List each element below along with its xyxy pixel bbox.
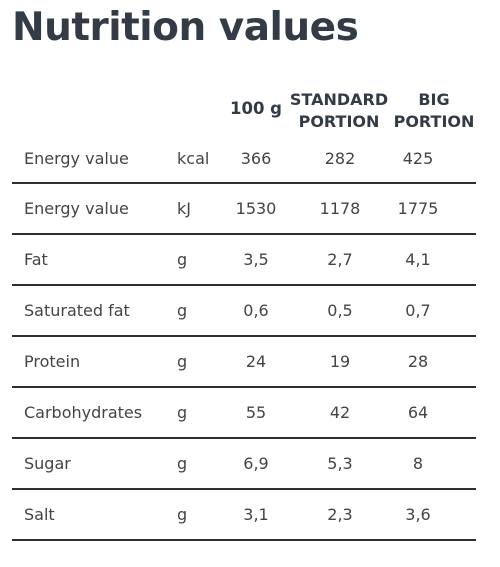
table-row-fat: Fat g 3,5 2,7 4,1: [12, 235, 476, 286]
value-big-portion: 1775: [397, 199, 439, 218]
value-standard-portion: 2,3: [327, 505, 353, 524]
value-big-portion: 8: [412, 454, 424, 473]
value-big-portion: 64: [407, 403, 429, 422]
value-100g: 366: [240, 148, 272, 168]
table-row-protein: Protein g 24 19 28: [12, 337, 476, 388]
column-header-standard-line1: STANDARD: [289, 90, 389, 109]
nutrient-name: Energy value: [24, 148, 129, 168]
value-big-portion: 3,6: [405, 505, 431, 524]
nutrient-unit: kJ: [177, 199, 191, 218]
column-header-standard-portion: STANDARD PORTION: [284, 88, 394, 134]
nutrient-name: Salt: [24, 505, 55, 524]
column-header-big-portion: BIG PORTION: [386, 88, 482, 134]
nutrient-unit: g: [177, 505, 188, 524]
nutrient-unit: g: [177, 250, 188, 269]
value-standard-portion: 282: [324, 148, 356, 168]
value-100g: 0,6: [243, 301, 269, 320]
table-row-energy-kcal: Energy value kcal 366 282 425: [12, 134, 476, 184]
value-standard-portion: 0,5: [327, 301, 353, 320]
column-header-big-line1: BIG: [418, 90, 450, 109]
page-title: Nutrition values: [12, 5, 359, 50]
nutrient-unit: kcal: [177, 148, 210, 168]
value-100g: 3,1: [243, 505, 269, 524]
nutrient-name: Fat: [24, 250, 48, 269]
table-row-energy-kj: Energy value kJ 1530 1178 1775: [12, 184, 476, 235]
value-100g: 6,9: [243, 454, 269, 473]
table-row-carbohydrates: Carbohydrates g 55 42 64: [12, 388, 476, 439]
value-big-portion: 4,1: [405, 250, 431, 269]
column-header-100g: 100 g: [222, 88, 290, 130]
value-big-portion: 0,7: [405, 301, 431, 320]
value-100g: 55: [245, 403, 267, 422]
column-header-standard-line2: PORTION: [298, 112, 380, 131]
nutrient-unit: g: [177, 403, 188, 422]
value-100g: 1530: [235, 199, 277, 218]
nutrient-name: Protein: [24, 352, 81, 371]
table-row-sugar: Sugar g 6,9 5,3 8: [12, 439, 476, 490]
nutrient-unit: g: [177, 301, 188, 320]
table-row-salt: Salt g 3,1 2,3 3,6: [12, 490, 476, 541]
value-standard-portion: 2,7: [327, 250, 353, 269]
nutrient-unit: g: [177, 454, 188, 473]
nutrient-name: Sugar: [24, 454, 71, 473]
nutrition-table: Energy value kcal 366 282 425 Energy val…: [12, 134, 476, 541]
table-row-saturated-fat: Saturated fat g 0,6 0,5 0,7: [12, 286, 476, 337]
value-100g: 24: [245, 352, 267, 371]
nutrient-name: Saturated fat: [24, 301, 130, 320]
column-header-big-line2: PORTION: [393, 112, 475, 131]
nutrient-name: Carbohydrates: [24, 403, 143, 422]
value-standard-portion: 1178: [319, 199, 361, 218]
value-big-portion: 28: [407, 352, 429, 371]
value-standard-portion: 42: [329, 403, 351, 422]
value-standard-portion: 19: [329, 352, 351, 371]
nutrient-unit: g: [177, 352, 188, 371]
value-standard-portion: 5,3: [327, 454, 353, 473]
column-header-100g-label: 100 g: [230, 99, 282, 118]
value-100g: 3,5: [243, 250, 269, 269]
value-big-portion: 425: [402, 148, 434, 168]
nutrient-name: Energy value: [24, 199, 129, 218]
